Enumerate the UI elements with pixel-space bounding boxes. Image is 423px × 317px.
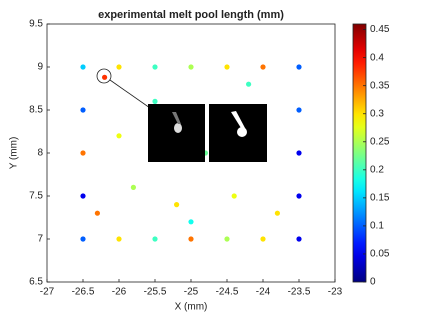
points (80, 64, 302, 242)
point (296, 193, 302, 199)
melt-pool-blob (174, 123, 182, 133)
point (231, 193, 237, 199)
y-tick-label: 7.5 (29, 191, 43, 202)
melt-pool-tail (231, 111, 245, 128)
point (274, 210, 280, 216)
colorbar-tick-label: 0.25 (370, 136, 390, 147)
y-tick-label: 8.5 (29, 105, 43, 116)
y-tick-label: 8 (37, 148, 43, 159)
point (94, 210, 100, 216)
chart-title: experimental melt pool length (mm) (98, 9, 284, 21)
x-tick-label: -24.5 (216, 287, 239, 298)
point (296, 236, 302, 242)
x-tick-label: -24 (256, 287, 271, 298)
point (296, 150, 302, 156)
point (152, 236, 158, 242)
melt-pool-tail (172, 112, 181, 124)
x-tick-label: -23 (328, 287, 343, 298)
colorbar-tick-label: 0.1 (370, 221, 384, 232)
point (152, 64, 158, 70)
point (188, 219, 194, 225)
point (130, 184, 136, 190)
colorbar-tick-label: 0.4 (370, 52, 384, 63)
colorbar (352, 23, 367, 283)
inset-images (148, 104, 267, 162)
y-tick-label: 9.5 (29, 19, 43, 30)
point (116, 133, 122, 139)
y-tick-label: 9 (37, 62, 43, 73)
point (224, 236, 230, 242)
x-tick-label: -27 (40, 287, 55, 298)
x-tick-label: -26.5 (72, 287, 95, 298)
x-axis-label: X (mm) (175, 302, 208, 313)
x-tick-label: -23.5 (288, 287, 311, 298)
point (116, 64, 122, 70)
point (296, 64, 302, 70)
colorbar-tick-label: 0.45 (370, 24, 390, 35)
x-tick-label: -26 (112, 287, 127, 298)
colorbar-tick-label: 0.2 (370, 164, 384, 175)
callout-line (109, 79, 151, 109)
highlight-circle (96, 68, 112, 84)
x-tick-label: -25.5 (144, 287, 167, 298)
melt-pool-blob (237, 127, 247, 137)
inset-raw (148, 104, 205, 162)
point (188, 64, 194, 70)
y-tick-label: 7 (37, 234, 43, 245)
point (260, 236, 266, 242)
point (80, 64, 86, 70)
colorbar-tick-label: 0.3 (370, 108, 384, 119)
y-axis-label: Y (mm) (9, 137, 20, 170)
point (80, 236, 86, 242)
point (296, 107, 302, 113)
x-tick-label: -25 (184, 287, 199, 298)
y-tick-label: 6.5 (29, 277, 43, 288)
colorbar-tick-label: 0.15 (370, 193, 390, 204)
colorbar-tick-label: 0.05 (370, 249, 390, 260)
point (246, 81, 252, 87)
point (80, 150, 86, 156)
point (260, 64, 266, 70)
point (80, 107, 86, 113)
point (188, 236, 194, 242)
point (116, 236, 122, 242)
point (224, 64, 230, 70)
colorbar-tick-label: 0.35 (370, 80, 390, 91)
point (174, 202, 180, 208)
point (152, 98, 158, 104)
point (102, 74, 108, 80)
colorbar-tick-label: 0 (370, 277, 376, 288)
point (80, 193, 86, 199)
